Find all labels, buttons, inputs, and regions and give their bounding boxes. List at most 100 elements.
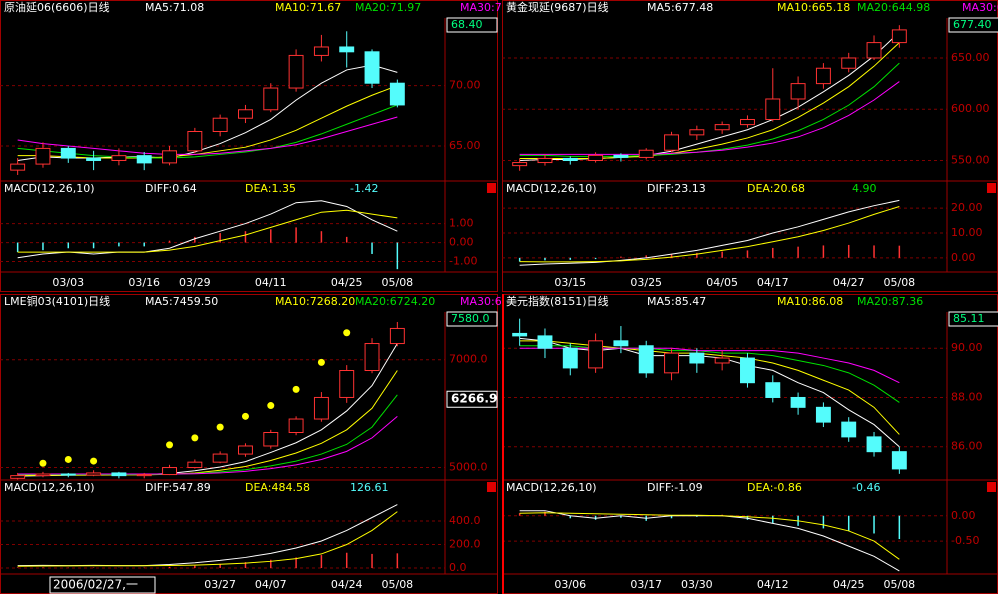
ma-label: MA30:7 bbox=[460, 1, 502, 14]
ma-label: MA20:644.98 bbox=[857, 1, 930, 14]
price-box bbox=[948, 17, 998, 33]
candle-body bbox=[765, 382, 781, 398]
ma-label: MA30:6 bbox=[962, 1, 998, 14]
y-tick-label: 90.00 bbox=[951, 341, 983, 354]
candle-body bbox=[313, 396, 329, 420]
marker-dot bbox=[267, 402, 275, 410]
last-price: 85.11 bbox=[953, 312, 985, 325]
x-tick-label: 03/03 bbox=[52, 276, 84, 289]
candle-body bbox=[263, 432, 279, 447]
candle-body bbox=[891, 451, 907, 470]
ma-label: MA10:71.67 bbox=[275, 1, 341, 14]
candle-body bbox=[364, 343, 380, 371]
candle-body bbox=[512, 162, 528, 167]
candle-body bbox=[815, 67, 831, 85]
indicator-square bbox=[487, 183, 496, 193]
x-tick-label: 04/24 bbox=[331, 578, 363, 591]
candle-body bbox=[364, 51, 380, 84]
macd-tick-label: 0.00 bbox=[951, 251, 976, 264]
chart-title: 原油延06(6606)日线 bbox=[4, 0, 110, 14]
candle-body bbox=[790, 83, 806, 100]
marker-dot bbox=[191, 434, 199, 442]
price-box bbox=[446, 17, 498, 33]
macd-tick-label: 0.0 bbox=[449, 561, 467, 574]
candle-body bbox=[537, 157, 553, 164]
candle-body bbox=[841, 57, 857, 69]
macd-tick-label: 200.0 bbox=[449, 538, 481, 551]
candle-body bbox=[86, 472, 102, 476]
ma-line bbox=[17, 85, 398, 159]
marker-dot bbox=[90, 457, 98, 465]
candle-body bbox=[664, 134, 679, 151]
last-price: 68.40 bbox=[451, 18, 483, 31]
ma-line bbox=[17, 104, 398, 159]
macd-tick-label: 0.00 bbox=[449, 236, 474, 249]
x-tick-label: 04/25 bbox=[833, 578, 865, 591]
candle-body bbox=[512, 332, 528, 337]
candle-body bbox=[212, 117, 228, 132]
x-tick-label: 05/08 bbox=[883, 578, 915, 591]
ma-line bbox=[17, 370, 398, 477]
marker-dot bbox=[343, 329, 351, 337]
candle-body bbox=[689, 129, 705, 136]
ma-line bbox=[519, 81, 900, 155]
candle-body bbox=[815, 406, 831, 423]
candle-body bbox=[339, 46, 355, 53]
macd-title: MACD(12,26,10) bbox=[506, 182, 597, 195]
x-tick-label: 03/17 bbox=[630, 578, 662, 591]
ma-label: MA10:86.08 bbox=[777, 295, 843, 308]
x-tick-label: 03/25 bbox=[630, 276, 662, 289]
macd-value: -0.46 bbox=[852, 481, 880, 494]
candle-body bbox=[664, 352, 679, 374]
y-tick-label: 5000.0 bbox=[449, 461, 488, 474]
x-tick-label: 03/27 bbox=[204, 578, 236, 591]
chart-title: 美元指数(8151)日线 bbox=[506, 294, 609, 308]
panel-border bbox=[502, 0, 998, 292]
x-tick-label: 04/12 bbox=[757, 578, 789, 591]
candle-body bbox=[288, 418, 304, 434]
y-tick-label: 650.00 bbox=[951, 51, 990, 64]
dea-line bbox=[519, 512, 900, 560]
candle-body bbox=[714, 124, 730, 131]
x-tick-label: 03/29 bbox=[179, 276, 211, 289]
y-tick-label: 86.00 bbox=[951, 440, 983, 453]
candle-body bbox=[613, 154, 629, 158]
x-tick-label: 04/05 bbox=[706, 276, 738, 289]
candle-body bbox=[866, 42, 882, 59]
ma-line bbox=[17, 394, 398, 476]
macd-value: -1.42 bbox=[350, 182, 378, 195]
macd-tick-label: 400.0 bbox=[449, 514, 481, 527]
y-tick-label: 7000.0 bbox=[449, 353, 488, 366]
ma-line bbox=[519, 42, 900, 159]
panel-border bbox=[502, 294, 998, 594]
x-tick-label: 05/08 bbox=[381, 276, 413, 289]
marker-dot bbox=[166, 441, 174, 449]
macd-title: MACD(12,26,10) bbox=[4, 182, 95, 195]
candle-body bbox=[313, 46, 329, 56]
candle-body bbox=[238, 109, 253, 119]
x-tick-label: 04/27 bbox=[833, 276, 865, 289]
candle-body bbox=[790, 396, 806, 408]
candle-body bbox=[111, 472, 127, 477]
candle-body bbox=[891, 29, 907, 44]
macd-tick-label: -1.00 bbox=[449, 255, 477, 268]
ma-line bbox=[17, 64, 398, 161]
ma-line bbox=[519, 347, 900, 384]
chart-title: 黄金现延(9687)日线 bbox=[506, 0, 609, 14]
candle-body bbox=[238, 445, 253, 455]
candle-body bbox=[339, 369, 355, 398]
candle-body bbox=[562, 157, 578, 161]
candle-body bbox=[10, 475, 26, 479]
candle-body bbox=[613, 340, 629, 347]
dea-line bbox=[17, 209, 398, 253]
marker-dot bbox=[216, 423, 224, 431]
y-tick-label: 70.00 bbox=[449, 79, 481, 92]
candle-body bbox=[740, 357, 755, 384]
candle-body bbox=[111, 155, 127, 161]
candle-body bbox=[638, 345, 654, 374]
candle-body bbox=[389, 327, 405, 345]
candle-body bbox=[212, 453, 228, 463]
cursor-price-box bbox=[446, 390, 498, 408]
